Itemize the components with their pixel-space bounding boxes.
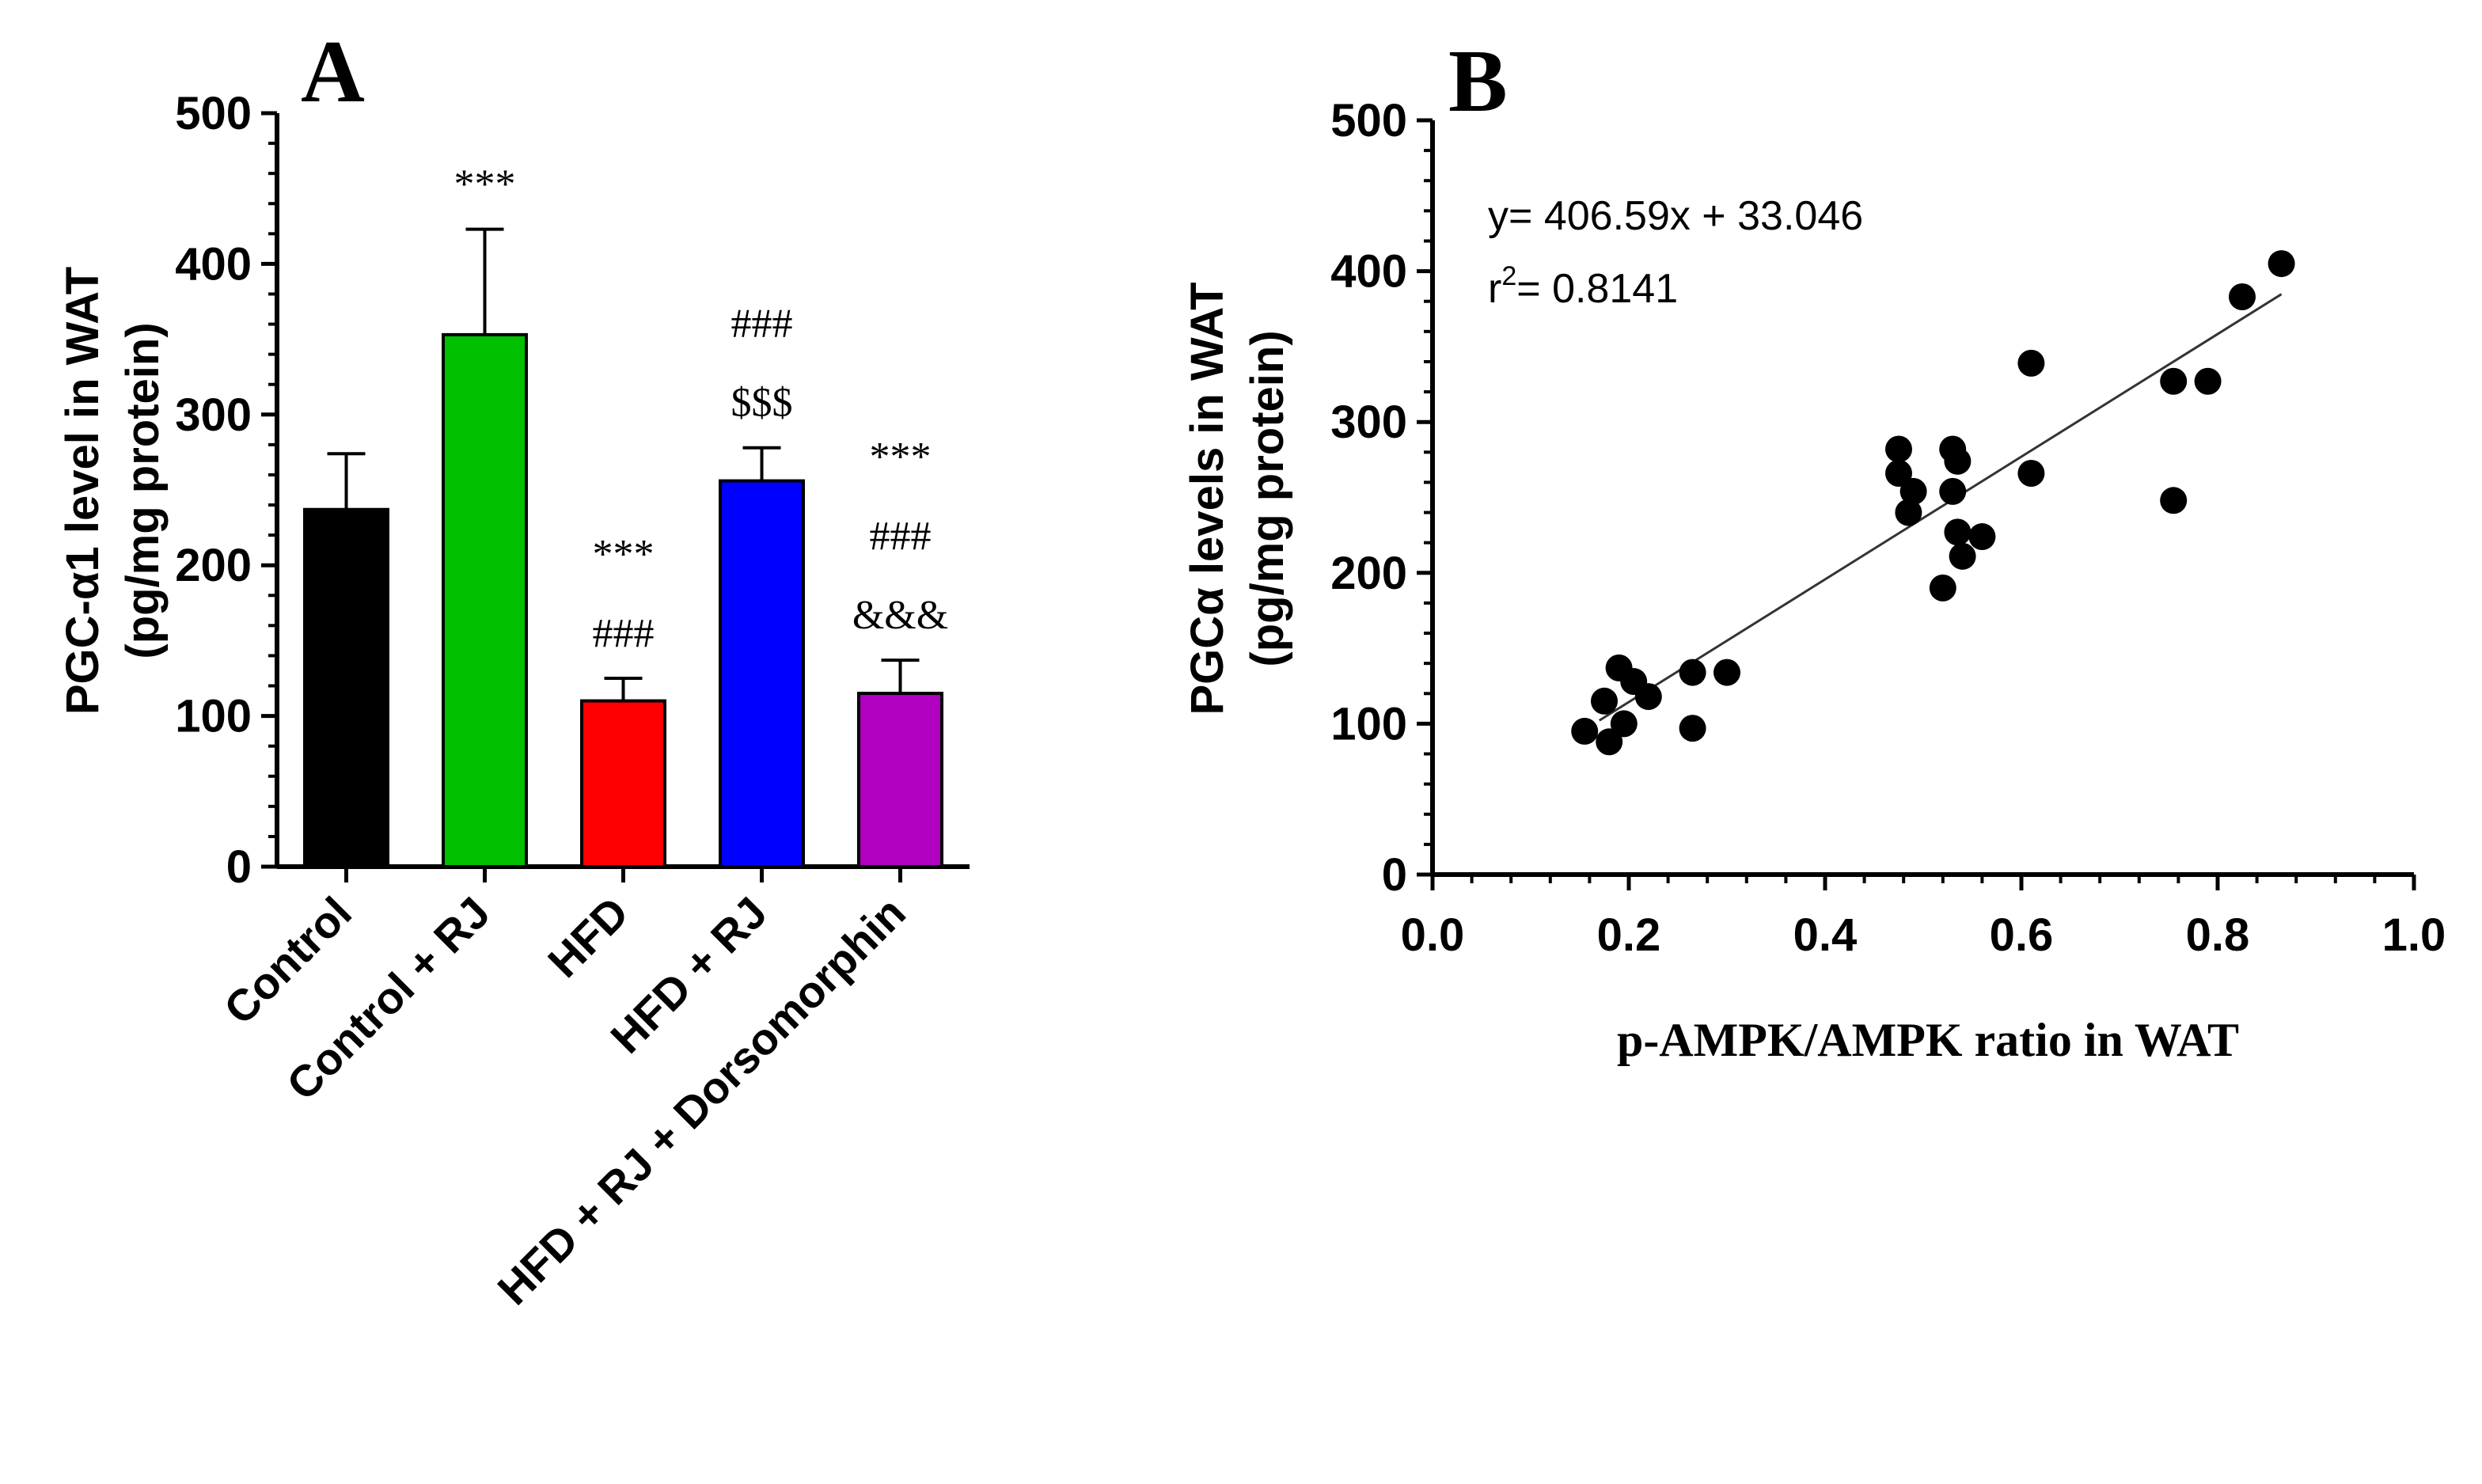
panel-a-significance-marker: ### — [731, 302, 793, 347]
panel-b-data-point — [2160, 487, 2188, 514]
panel-b-y-tick-label: 0 — [1382, 849, 1407, 901]
panel-b-axes: 0 100 200 300 400 500 0.0 0.2 0.4 0.6 0.8 1.0 — [1330, 95, 2446, 961]
panel-a-bar — [442, 332, 528, 868]
panel-a-y-tick-label: 300 — [175, 389, 252, 441]
panel-b-data-point — [2160, 367, 2188, 395]
panel-a-ylabel-line1: PGC-α1 level in WAT — [57, 267, 108, 715]
panel-a-y-tick-label: 0 — [226, 841, 252, 893]
panel-b-data-point — [1634, 683, 1662, 711]
panel-a-significance-marker: $$$ — [731, 381, 793, 426]
panel-a-significance-marker: *** — [454, 162, 516, 207]
panel-b-data-point — [1885, 460, 1912, 488]
panel-a-bar-chart: A PGC-α1 level in WAT (pg/mg protein) 0 1… — [57, 23, 970, 1315]
panel-a-y-tick-label: 100 — [175, 691, 252, 742]
panel-a-significance-marker: ### — [870, 514, 932, 559]
panel-b-data-point — [1944, 518, 1972, 546]
panel-a-label: A — [301, 23, 365, 121]
panel-b-data-point — [1885, 435, 1912, 463]
panel-a-significance-marker: ### — [593, 611, 655, 656]
panel-a-bar — [580, 699, 666, 868]
panel-b-data-point — [1944, 447, 1972, 475]
panel-b-data-point — [1596, 728, 1623, 756]
panel-b-points — [1571, 250, 2295, 756]
panel-b-label: B — [1448, 32, 1508, 131]
panel-b-data-point — [1939, 477, 1967, 505]
panel-b-data-point — [2229, 283, 2256, 311]
r2-superscript: 2 — [1501, 261, 1516, 291]
panel-b-data-point — [2017, 349, 2045, 377]
panel-a-annotations: *** *** ### ### $$$ *** ### &&& — [454, 162, 949, 656]
panel-b-data-point — [2194, 367, 2222, 395]
panel-b-data-point — [1679, 715, 1706, 742]
panel-b-data-point — [1949, 542, 1976, 570]
panel-b-r-squared: r2= 0.8141 — [1488, 261, 1678, 312]
panel-a-significance-marker: &&& — [852, 593, 948, 638]
panel-b-data-point — [1895, 499, 1922, 526]
panel-b-y-tick-label: 200 — [1330, 548, 1407, 599]
panel-b-ylabel-line2: (pg/mg protein) — [1242, 330, 1293, 666]
panel-b-fit-line — [1599, 293, 2283, 722]
panel-b-data-point — [2268, 250, 2295, 278]
r2-value: = 0.8141 — [1516, 266, 1678, 312]
panel-b-x-tick-label: 0.6 — [1990, 909, 2054, 961]
panel-b-ylabel-line1: PGCα levels in WAT — [1182, 282, 1233, 715]
panel-b-data-point — [2017, 460, 2045, 488]
r2-prefix: r — [1488, 266, 1501, 312]
panel-b-x-tick-label: 0.8 — [2186, 909, 2250, 961]
panel-b-equation: y= 406.59x + 33.046 — [1488, 193, 1863, 239]
panel-b-y-tick-label: 100 — [1330, 698, 1407, 750]
panel-b-x-tick-label: 0.2 — [1597, 909, 1661, 961]
panel-b-data-point — [1899, 477, 1927, 505]
panel-a-y-tick-label: 500 — [175, 88, 252, 139]
panel-b-x-tick-label: 1.0 — [2382, 909, 2446, 961]
panel-b-data-point — [1929, 574, 1956, 602]
panel-b-data-point — [1968, 523, 1996, 551]
panel-b-y-tick-label: 300 — [1330, 397, 1407, 448]
panel-a-bar — [719, 479, 805, 868]
panel-a-category-label: HFD — [538, 887, 638, 987]
panel-b-x-tick-label: 0.4 — [1793, 909, 1858, 961]
panel-a-bars — [303, 227, 943, 868]
panel-a-y-tick-label: 200 — [175, 540, 252, 591]
panel-b-y-tick-label: 400 — [1330, 246, 1407, 298]
panel-a-significance-marker: *** — [593, 532, 655, 577]
panel-b-x-tick-label: 0.0 — [1401, 909, 1465, 961]
panel-b-data-point — [1679, 659, 1706, 686]
panel-b-scatter-plot: B PGCα levels in WAT (pg/mg protein) p-A… — [1182, 32, 2446, 1066]
panel-a-bar — [303, 507, 389, 868]
panel-a-ylabel-line2: (pg/mg protein) — [117, 322, 169, 659]
panel-b-data-point — [1713, 659, 1740, 686]
panel-a-x-axis — [277, 864, 970, 882]
panel-b-data-point — [1610, 710, 1638, 738]
panel-a-y-axis: 0 100 200 300 400 500 — [175, 88, 279, 893]
panel-b-fit-line-group — [1599, 293, 2283, 722]
panel-a-y-tick-label: 400 — [175, 238, 252, 290]
panel-b-xlabel: p-AMPK/AMPK ratio in WAT — [1617, 1014, 2239, 1066]
panel-b-data-point — [1571, 717, 1599, 745]
panel-b-y-tick-label: 500 — [1330, 95, 1407, 146]
panel-a-significance-marker: *** — [870, 435, 932, 480]
panel-a-bar — [857, 692, 943, 868]
panel-b-data-point — [1591, 687, 1618, 715]
